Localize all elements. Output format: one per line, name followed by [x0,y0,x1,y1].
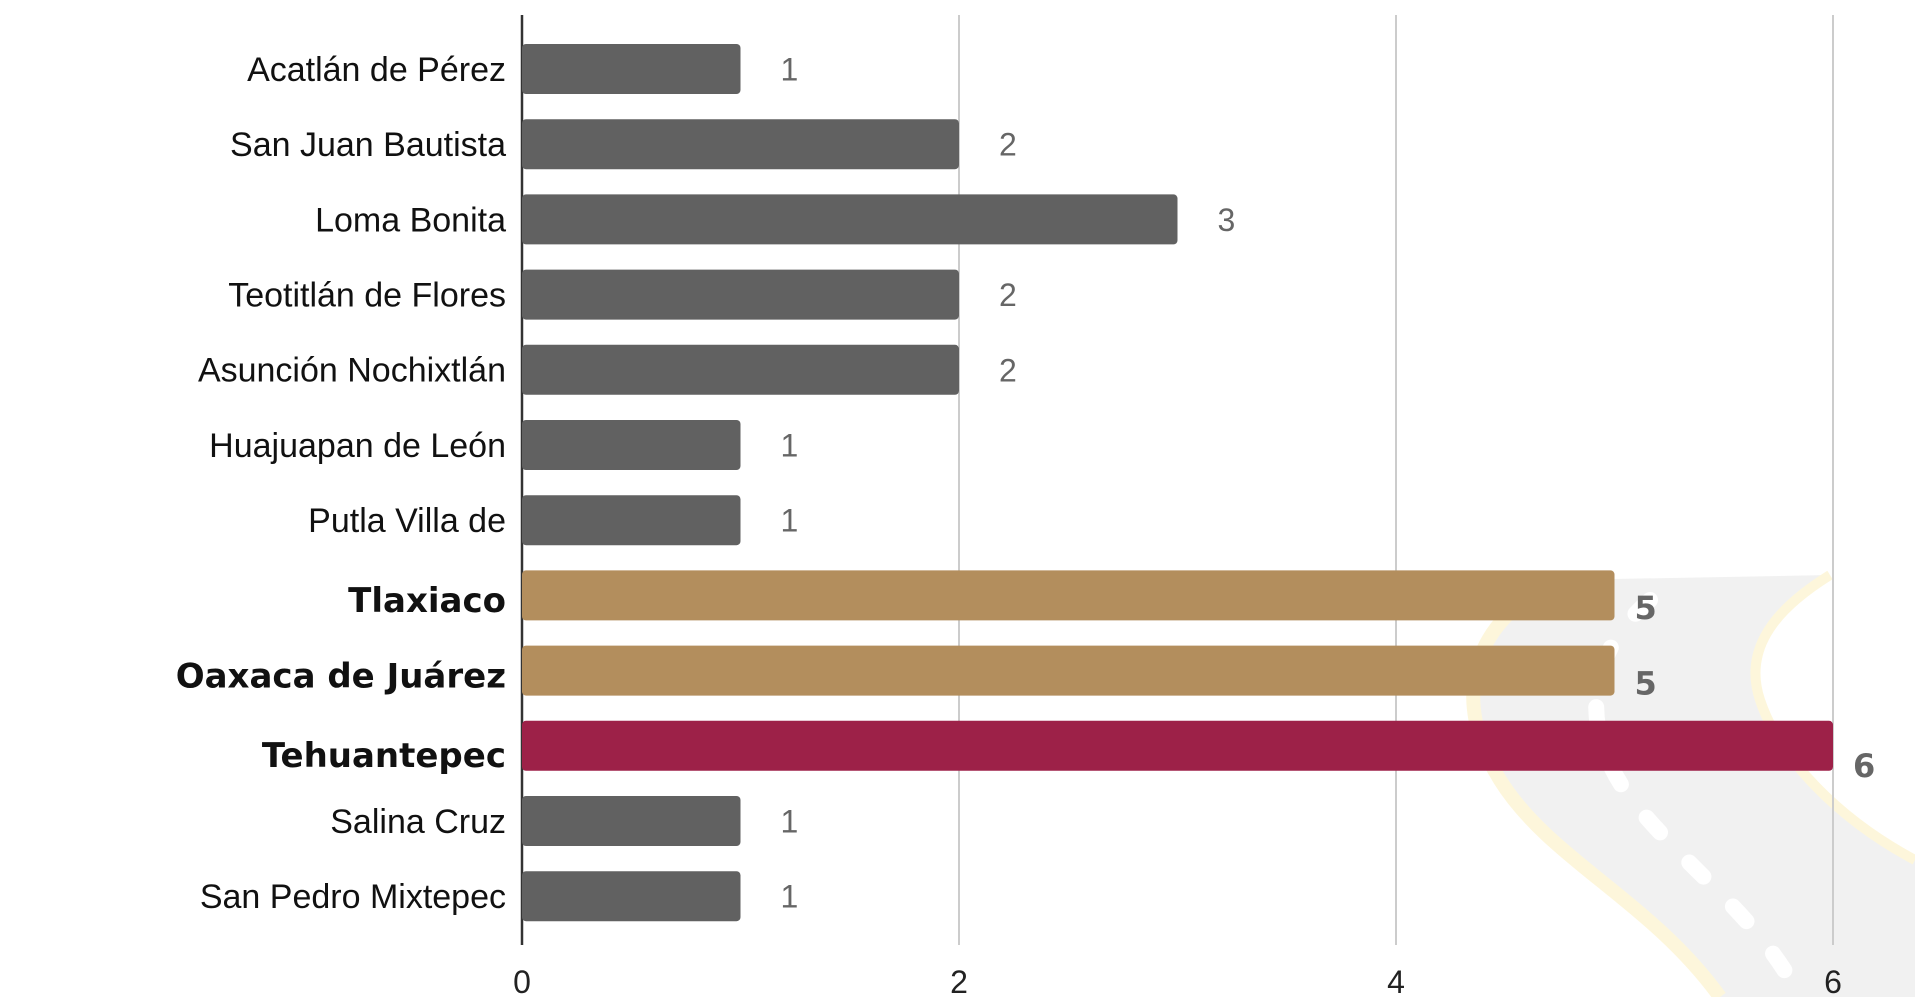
value-label: 2 [999,277,1017,313]
value-label: 1 [781,804,799,840]
bar [522,796,741,846]
value-label: 2 [999,127,1017,163]
category-label: Salina Cruz [330,803,506,841]
x-tick-label: 0 [513,964,531,997]
value-label: 2 [999,352,1017,388]
value-label: 1 [781,503,799,539]
value-label: 1 [781,52,799,88]
category-label: Oaxaca de Juárez [176,656,506,696]
category-label: San Pedro Mixtepec [200,878,506,916]
value-label: 5 [1635,664,1657,702]
category-label: Huajuapan de León [209,427,506,465]
bar [522,269,959,320]
bar [522,44,741,94]
label-layer: 0 2 4 6 Acatlán de Pérez 1 San Juan Bautista 2 L… [176,51,1876,997]
bar [522,871,741,922]
bar [522,645,1615,696]
category-label: Loma Bonita [315,201,506,239]
category-label: San Juan Bautista [230,126,506,164]
value-label: 1 [781,428,799,464]
x-tick-label: 4 [1387,964,1405,997]
value-label: 6 [1853,747,1875,785]
bar [522,420,741,470]
bar [522,344,959,395]
category-label: Tehuantepec [262,736,506,776]
value-label: 5 [1635,589,1657,627]
category-label: Teotitlán de Flores [228,277,506,315]
bar [522,570,1615,621]
bar-layer [522,44,1833,922]
road-icon [1466,570,1915,997]
x-tick-label: 6 [1824,964,1842,997]
value-label: 3 [1218,202,1236,238]
value-label: 1 [781,879,799,915]
category-label: Tlaxiaco [348,581,506,621]
bar [522,720,1833,771]
x-tick-label: 2 [950,964,968,997]
bar [522,194,1178,245]
category-label: Acatlán de Pérez [247,51,506,89]
category-label: Putla Villa de [308,502,506,540]
category-label: Asunción Nochixtlán [198,352,506,390]
bar [522,119,959,170]
grid-layer [520,15,1834,945]
bar [522,495,741,546]
